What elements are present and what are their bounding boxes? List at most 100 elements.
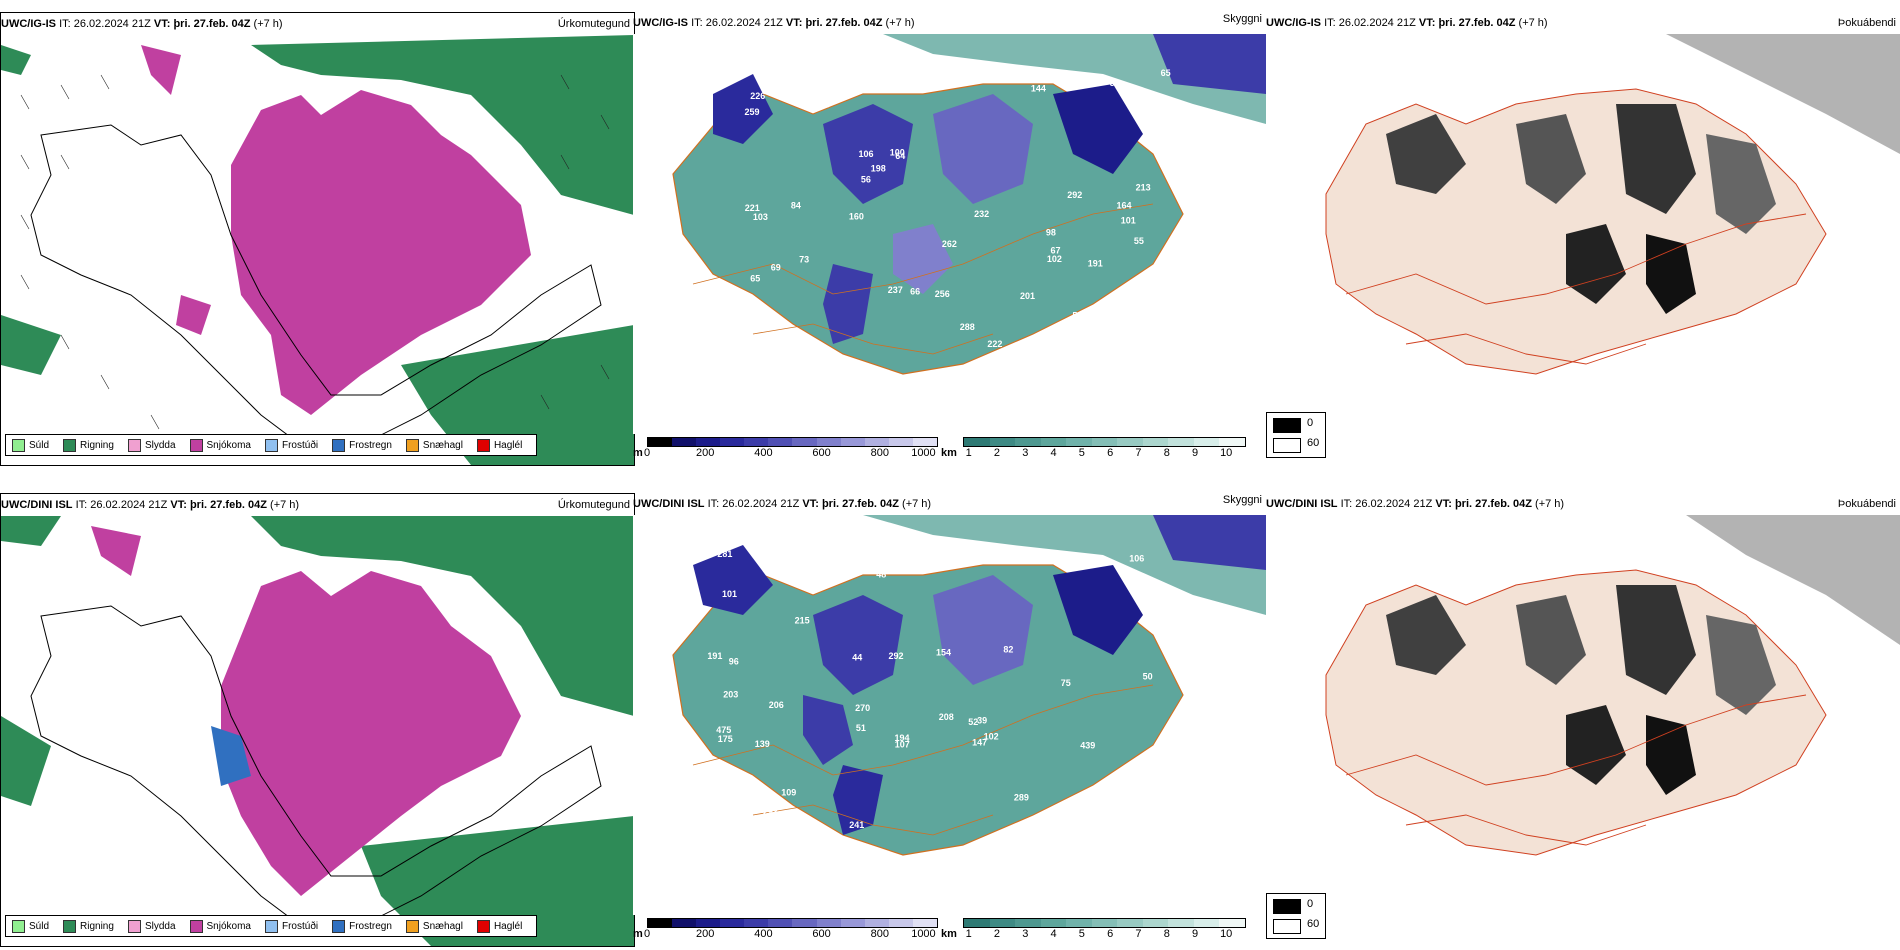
tick-label: 200 xyxy=(696,928,715,940)
swatch xyxy=(476,919,490,933)
tick-label: 0 xyxy=(643,928,651,940)
tick-label: 9 xyxy=(1191,928,1199,940)
legend-label: Rigning xyxy=(80,920,114,932)
model-name: UWC/DINI ISL xyxy=(1266,498,1338,510)
height-unit: m xyxy=(633,447,643,459)
legend-label: Snæhagl xyxy=(422,920,463,932)
tick-label: 3 xyxy=(1022,447,1029,459)
legend-label: Snæhagl xyxy=(422,439,463,451)
height-label: 73 xyxy=(799,255,809,265)
fog-map-graphic xyxy=(1266,34,1900,464)
height-label: 208 xyxy=(939,712,954,722)
tick-label: 1000 xyxy=(911,928,936,940)
height-label: 52 xyxy=(1110,78,1120,88)
visibility-unit: km xyxy=(941,928,957,940)
height-label: 228 xyxy=(1133,314,1148,324)
product-name: Úrkomutegund xyxy=(557,18,630,30)
height-colorbar-bar xyxy=(647,918,938,928)
precip-map xyxy=(1,516,634,946)
vt-label: VT: xyxy=(1435,498,1452,510)
it-label: IT: xyxy=(707,498,720,510)
height-label: 66 xyxy=(910,286,920,296)
height-label: 65 xyxy=(750,273,760,283)
height-label: 232 xyxy=(974,209,989,219)
height-label: 69 xyxy=(771,263,781,273)
height-label: 106 xyxy=(859,149,874,159)
height-label: 201 xyxy=(1020,291,1035,301)
it-label: IT: xyxy=(75,499,88,511)
height-label: 65 xyxy=(1161,68,1171,78)
tick-label: 10 xyxy=(1220,447,1233,459)
height-label: 51 xyxy=(856,723,866,733)
tick-label: 6 xyxy=(1107,928,1114,940)
visibility-ticks: 1 2 3 4 5 6 7 8 9 10 xyxy=(963,928,1246,942)
legend-label: Súld xyxy=(29,439,50,451)
legend-item: Snjókoma xyxy=(189,438,251,452)
legend-label: Snjókoma xyxy=(206,920,251,932)
panel-fog-dini: UWC/DINI ISL IT: 26.02.2024 21Z VT: þri.… xyxy=(1266,493,1900,945)
height-label: 256 xyxy=(935,289,950,299)
height-label: 292 xyxy=(1067,190,1082,200)
tick-label: 1 xyxy=(965,928,972,940)
swatch xyxy=(63,438,77,452)
height-label: 439 xyxy=(1080,741,1095,751)
visibility-map: 98 101 105 122 64 54 65 144 106 222 259 221 226 228 23… xyxy=(633,34,1266,434)
height-label: 139 xyxy=(755,739,770,749)
fog-legend-label: 60 xyxy=(1307,918,1320,930)
product-name: Úrkomutegund xyxy=(557,499,630,511)
valid-time: þri. 27.feb. 04Z xyxy=(821,498,899,510)
init-time: 26.02.2024 21Z xyxy=(722,498,800,510)
height-label: 56 xyxy=(861,174,871,184)
precip-map xyxy=(1,35,634,465)
tick-label: 800 xyxy=(870,447,889,459)
visibility-ticks: 1 2 3 4 5 6 7 8 9 10 xyxy=(963,447,1246,461)
swatch xyxy=(189,438,203,452)
swatch xyxy=(405,438,419,452)
vt-label: VT: xyxy=(802,498,819,510)
panel-visibility-igis: UWC/IG-IS IT: 26.02.2024 21Z VT: þri. 27… xyxy=(633,12,1266,464)
legend-label: Snjókoma xyxy=(206,439,251,451)
height-label: 191 xyxy=(707,651,722,661)
legend-item: Frostúði xyxy=(264,438,318,452)
tick-label: 200 xyxy=(696,447,715,459)
height-label: 80 xyxy=(1156,776,1166,786)
tick-label: 0 xyxy=(643,447,651,459)
height-label: 126 xyxy=(815,99,830,109)
height-label: 109 xyxy=(781,788,796,798)
vt-label: VT: xyxy=(1418,17,1436,29)
panel-visibility-dini: UWC/DINI ISL IT: 26.02.2024 21Z VT: þri.… xyxy=(633,493,1266,945)
height-label: 75 xyxy=(1061,678,1071,688)
lead-time: (+7 h) xyxy=(1535,498,1565,510)
swatch xyxy=(12,919,25,933)
height-label: 106 xyxy=(1129,554,1144,564)
tick-label: 4 xyxy=(1050,447,1057,459)
height-label: 67 xyxy=(1051,245,1061,255)
height-colorbar-bar xyxy=(647,437,938,447)
height-label: 82 xyxy=(1003,644,1013,654)
swatch xyxy=(127,919,141,933)
precip-map-graphic xyxy=(1,35,634,465)
panel-header: UWC/IG-IS IT: 26.02.2024 21Z VT: þri. 27… xyxy=(1,13,634,35)
height-label: 102 xyxy=(984,732,999,742)
legend-item: Frostúði xyxy=(264,919,318,933)
height-unit: m xyxy=(633,928,643,940)
height-ticks: 0 200 400 600 800 1000 xyxy=(643,928,938,942)
fog-legend-label: 0 xyxy=(1307,417,1314,429)
it-label: IT: xyxy=(59,18,71,30)
height-label: 50 xyxy=(1143,672,1153,682)
tick-label: 600 xyxy=(812,447,831,459)
height-label: 259 xyxy=(745,107,760,117)
tick-label: 1000 xyxy=(911,447,936,459)
fog-legend: 0 60 xyxy=(1266,412,1326,458)
height-colorbar: m 0 200 400 600 800 1000 xyxy=(633,918,938,945)
tick-label: 2 xyxy=(993,928,1001,940)
tick-label: 3 xyxy=(1022,928,1029,940)
height-label: 101 xyxy=(1121,216,1136,226)
swatch xyxy=(332,919,346,933)
legend-label: Rigning xyxy=(80,439,114,451)
height-label: 54 xyxy=(1072,311,1082,321)
height-label: 293 xyxy=(763,807,778,817)
tick-label: 10 xyxy=(1220,928,1233,940)
legend-item: Snæhagl xyxy=(405,438,463,452)
visibility-map: 102 96 106 147 270 292 75 39 44 154 109 191 139 194 43… xyxy=(633,515,1266,915)
